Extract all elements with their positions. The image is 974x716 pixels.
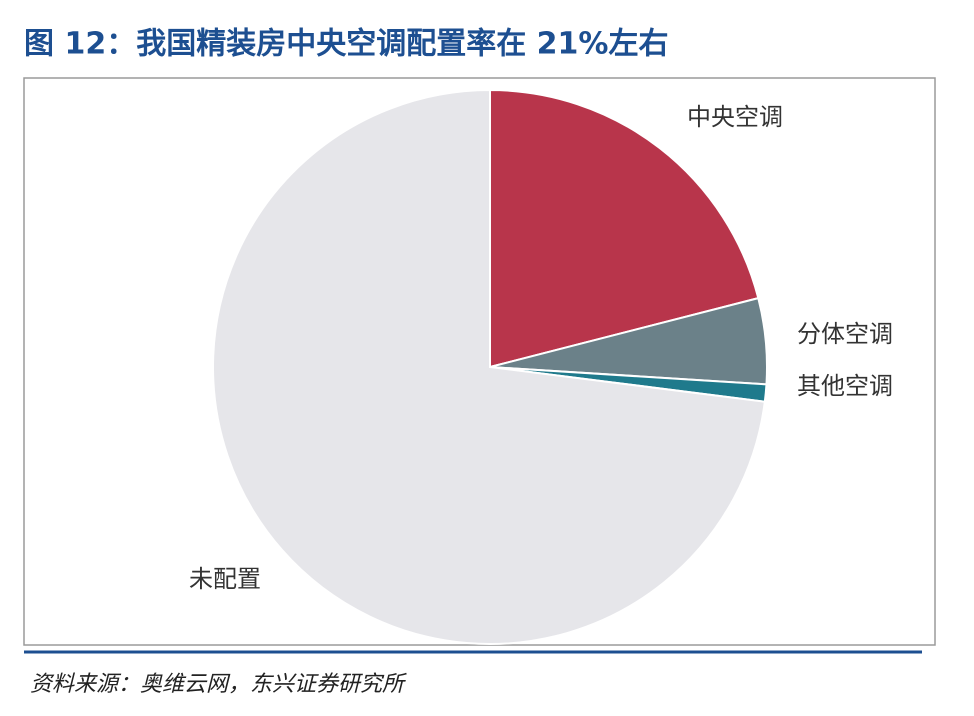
slice-label: 未配置: [189, 565, 261, 593]
slice-label: 分体空调: [797, 320, 893, 348]
pie-slice: [212, 88, 766, 645]
pie: [212, 88, 768, 645]
slice-label: 中央空调: [687, 103, 783, 131]
pie-slice: [489, 88, 760, 369]
chart-title: 图 12：我国精装房中央空调配置率在 21%左右: [24, 27, 668, 62]
source-note: 资料来源：奥维云网，东兴证券研究所: [30, 672, 407, 697]
slice-label: 其他空调: [797, 372, 893, 400]
chart-frame: [23, 77, 936, 646]
